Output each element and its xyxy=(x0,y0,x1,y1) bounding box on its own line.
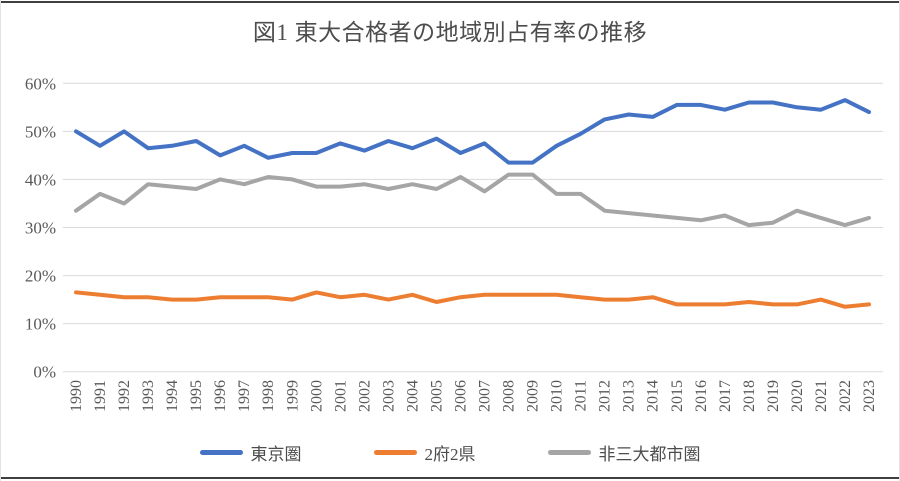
legend-item-non-metro: 非三大都市圏 xyxy=(547,440,701,465)
legend-item-2fu2ken: 2府2県 xyxy=(373,440,476,465)
x-axis-tick-label: 2010 xyxy=(549,380,566,412)
x-axis-tick-label: 1993 xyxy=(140,380,157,412)
x-axis-tick-label: 2022 xyxy=(837,380,854,412)
chart-title: 図1 東大合格者の地域別占有率の推移 xyxy=(252,20,648,45)
x-axis-tick-label: 1999 xyxy=(284,380,301,412)
x-axis-tick-label: 2009 xyxy=(525,380,542,412)
non-metro-series-swatch xyxy=(547,450,591,455)
x-axis-tick-label: 1998 xyxy=(260,380,277,412)
x-axis-tick-label: 2020 xyxy=(789,380,806,412)
x-axis-tick-label: 1992 xyxy=(116,380,133,412)
top-border-line xyxy=(1,1,899,3)
x-axis-tick-label: 1997 xyxy=(236,380,253,412)
x-axis-tick-label: 2012 xyxy=(597,380,614,412)
chart-legend: 東京圏 2府2県 非三大都市圏 xyxy=(1,440,899,465)
x-axis-tick-label: 1996 xyxy=(212,380,229,412)
legend-label-tokyo: 東京圏 xyxy=(250,445,302,464)
series-line-2 xyxy=(74,172,871,228)
x-axis-tick-label: 2021 xyxy=(813,380,830,412)
x-axis-tick-label: 2006 xyxy=(452,380,469,412)
x-axis-tick-label: 2003 xyxy=(380,380,397,412)
x-axis-tick-label: 2014 xyxy=(645,380,662,412)
x-axis-tick-label: 2005 xyxy=(428,380,445,412)
x-axis-tick-label: 2023 xyxy=(861,380,878,412)
2fu2ken-series-swatch xyxy=(373,450,417,455)
x-axis-tick-label: 2004 xyxy=(404,380,421,412)
legend-label-2fu2ken: 2府2県 xyxy=(424,445,476,464)
x-axis-tick-label: 1991 xyxy=(92,380,109,412)
x-axis-tick-label: 2008 xyxy=(501,380,518,412)
y-axis-tick-label: 20% xyxy=(25,267,56,286)
y-axis-tick-label: 40% xyxy=(25,170,56,189)
x-axis-tick-label: 1994 xyxy=(164,380,181,412)
x-axis-tick-label: 2013 xyxy=(621,380,638,412)
y-axis-tick-label: 30% xyxy=(25,219,56,238)
x-axis-tick-label: 1990 xyxy=(68,380,85,412)
x-axis-tick-label: 2000 xyxy=(308,380,325,412)
legend-label-non-metro: 非三大都市圏 xyxy=(598,445,701,464)
legend-item-tokyo: 東京圏 xyxy=(199,440,302,465)
x-axis-tick-label: 1995 xyxy=(188,380,205,412)
y-axis-tick-label: 10% xyxy=(25,315,56,334)
x-axis-tick-label: 2001 xyxy=(332,380,349,412)
y-axis-tick-label: 60% xyxy=(25,74,56,93)
x-axis-tick-label: 2016 xyxy=(693,380,710,412)
y-axis-tick-label: 0% xyxy=(33,363,56,382)
series-line-1 xyxy=(74,290,871,309)
x-axis-tick-label: 2015 xyxy=(669,380,686,412)
x-axis-tick-label: 2011 xyxy=(573,380,590,411)
x-axis-tick-label: 2018 xyxy=(741,380,758,412)
series-line-0 xyxy=(74,98,871,165)
line-chart-plot-area: 0% 10% 20% 30% 40% 50% 60% 1990 1991 1992 1993 1994… xyxy=(25,74,883,412)
x-axis-tick-label: 2019 xyxy=(765,380,782,412)
tokyo-series-swatch xyxy=(199,450,243,455)
x-axis-tick-label: 2002 xyxy=(356,380,373,412)
x-axis-tick-label: 2007 xyxy=(477,380,494,412)
bottom-border-line xyxy=(1,477,899,479)
x-axis-tick-label: 2017 xyxy=(717,380,734,412)
y-axis-tick-label: 50% xyxy=(25,122,56,141)
